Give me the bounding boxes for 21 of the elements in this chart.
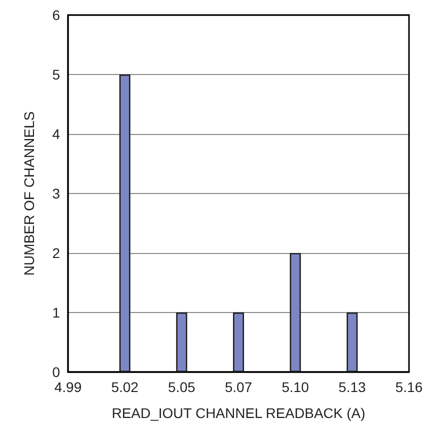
x-axis-title: READ_IOUT CHANNEL READBACK (A) (112, 405, 366, 421)
x-tick-label: 5.07 (224, 379, 252, 395)
bar (290, 253, 301, 372)
bar (119, 74, 130, 372)
y-tick-label: 6 (52, 7, 60, 23)
y-tick-label: 3 (52, 186, 60, 202)
x-tick-label: 5.10 (282, 379, 310, 395)
y-tick-label: 4 (52, 126, 60, 142)
x-tick-label: 5.02 (111, 379, 139, 395)
x-tick-label: 5.05 (168, 379, 196, 395)
y-tick-label: 2 (52, 245, 60, 261)
x-tick-label: 5.16 (395, 379, 423, 395)
bar (346, 312, 358, 372)
x-tick-label: 4.99 (54, 379, 82, 395)
bar (176, 312, 188, 372)
x-tick-label: 5.13 (338, 379, 366, 395)
y-tick-label: 0 (52, 364, 60, 380)
bar (233, 312, 244, 372)
y-tick-label: 5 (52, 66, 60, 82)
y-tick-label: 1 (52, 304, 60, 320)
y-axis-title: NUMBER OF CHANNELS (21, 111, 37, 276)
